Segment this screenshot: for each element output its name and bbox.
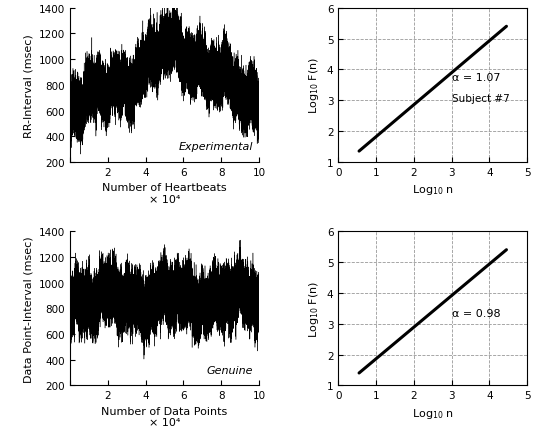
Text: Subject #7: Subject #7 — [452, 94, 509, 104]
Text: Genuine: Genuine — [207, 365, 253, 374]
Text: α = 0.98: α = 0.98 — [452, 308, 500, 318]
X-axis label: Log$_{10}$ n: Log$_{10}$ n — [412, 183, 454, 197]
Y-axis label: Data Point-Interval (msec): Data Point-Interval (msec) — [23, 235, 33, 381]
Y-axis label: Log$_{10}$ F(n): Log$_{10}$ F(n) — [307, 57, 321, 114]
X-axis label: Log$_{10}$ n: Log$_{10}$ n — [412, 406, 454, 420]
X-axis label: Number of Data Points
× 10⁴: Number of Data Points × 10⁴ — [101, 406, 228, 427]
X-axis label: Number of Heartbeats
× 10⁴: Number of Heartbeats × 10⁴ — [102, 183, 226, 205]
Text: Experimental: Experimental — [179, 142, 253, 152]
Y-axis label: Log$_{10}$ F(n): Log$_{10}$ F(n) — [307, 280, 321, 337]
Y-axis label: RR-Interval (msec): RR-Interval (msec) — [23, 34, 33, 138]
Text: α = 1.07: α = 1.07 — [452, 73, 500, 82]
